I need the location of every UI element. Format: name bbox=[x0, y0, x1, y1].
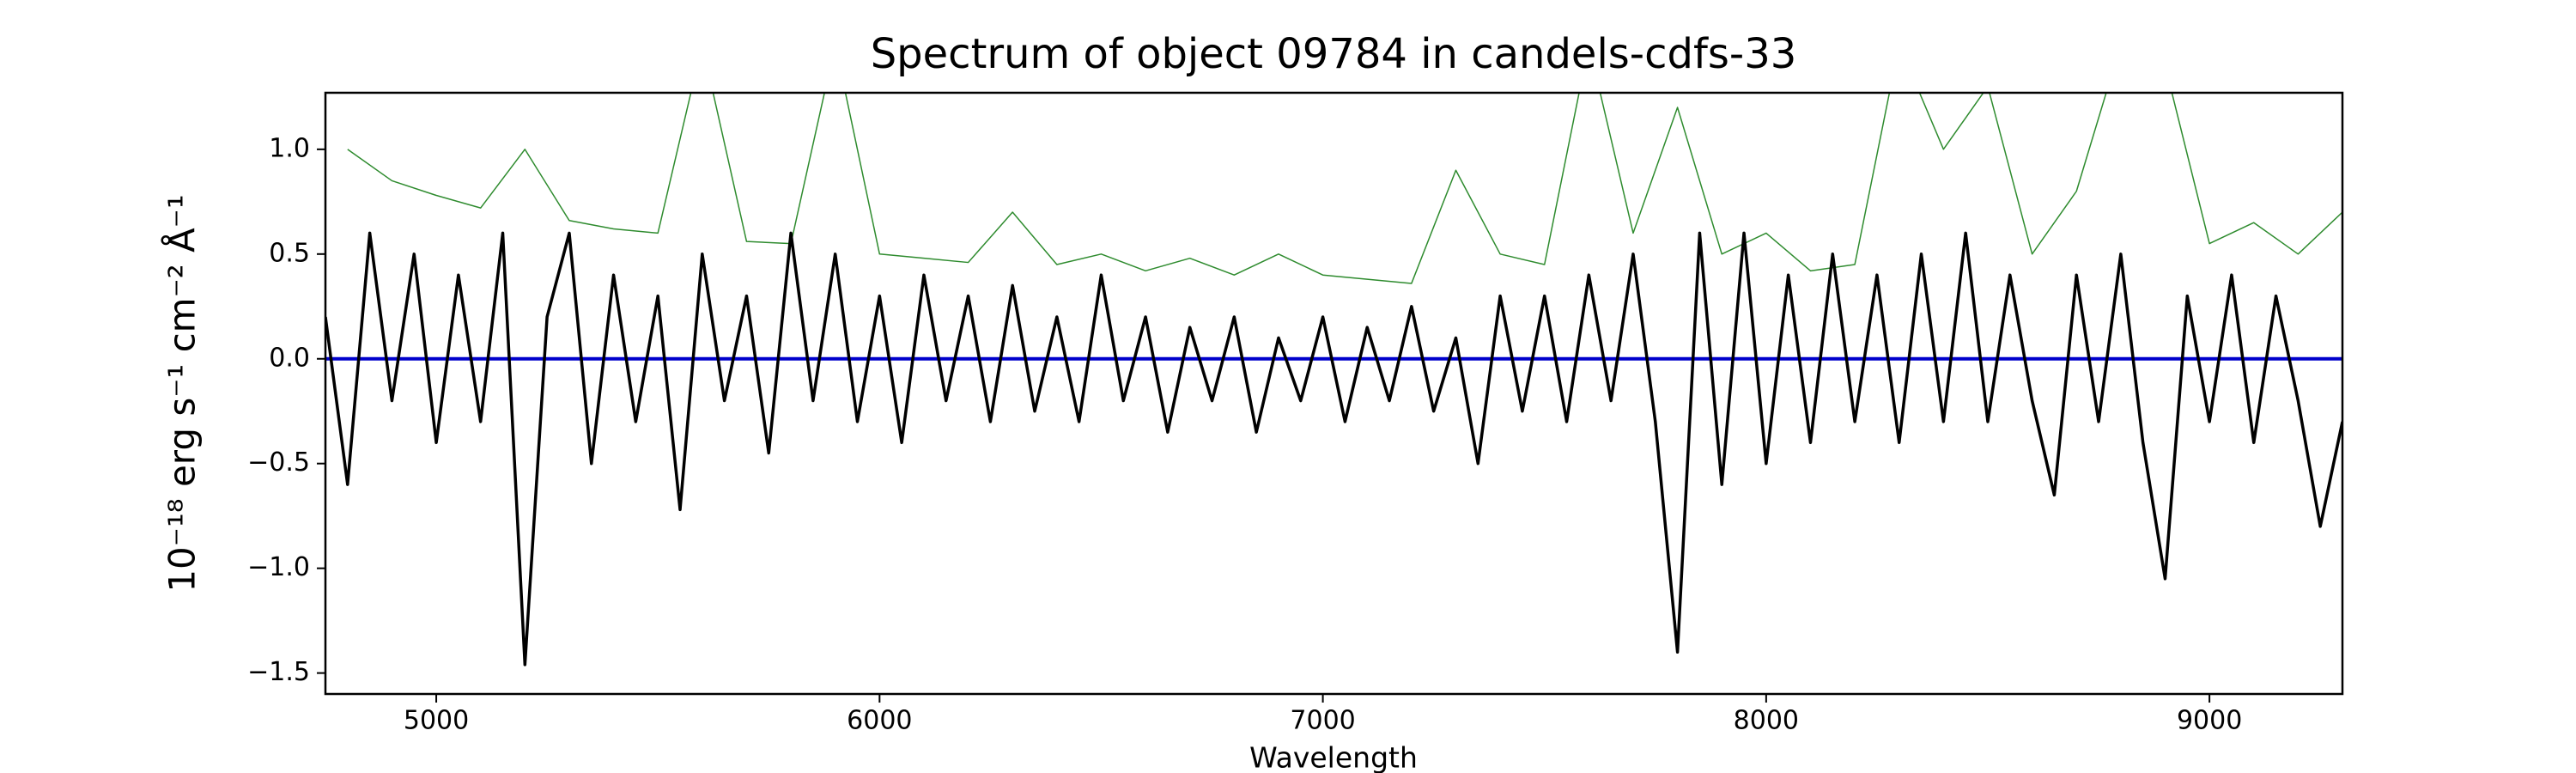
x-tick-label: 5000 bbox=[404, 706, 469, 736]
y-tick-label: 1.0 bbox=[269, 133, 310, 163]
y-tick-label: 0.5 bbox=[269, 238, 310, 268]
plot-frame bbox=[324, 91, 2344, 696]
x-tick-label: 6000 bbox=[847, 706, 912, 736]
plot-area bbox=[325, 93, 2342, 666]
y-axis-label: 10⁻¹⁸ erg s⁻¹ cm⁻² Å⁻¹ bbox=[161, 194, 204, 592]
x-axis-label: Wavelength bbox=[1249, 741, 1418, 773]
y-tick-label: −0.5 bbox=[247, 447, 310, 478]
chart-title: Spectrum of object 09784 in candels-cdfs… bbox=[871, 30, 1797, 78]
x-tick-label: 9000 bbox=[2177, 706, 2242, 736]
series-line bbox=[325, 231, 2342, 666]
series-line bbox=[347, 93, 2342, 284]
y-tick-label: −1.0 bbox=[247, 552, 310, 582]
y-tick-label: −1.5 bbox=[247, 657, 310, 687]
x-tick-label: 8000 bbox=[1734, 706, 1799, 736]
x-tick-label: 7000 bbox=[1290, 706, 1355, 736]
y-tick-label: 0.0 bbox=[269, 343, 310, 373]
